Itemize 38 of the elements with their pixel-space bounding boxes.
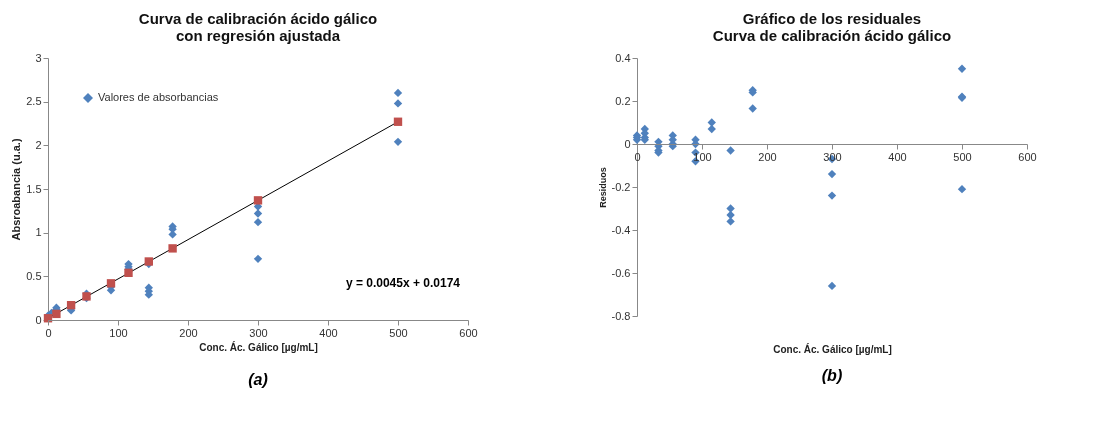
x-tick-label: 500 (953, 150, 972, 163)
x-tick-label: 600 (459, 326, 478, 339)
y-tick-label: 1 (35, 226, 42, 239)
y-tick-label: 3 (35, 51, 42, 64)
y-tick-label: 2.5 (26, 95, 42, 108)
chart-title: Gráfico de los residuales Curva de calibración ácido gálico (712, 10, 952, 44)
text: (a) (248, 371, 268, 388)
chart-title: Curva de calibración ácido gálico con regresión ajustada (138, 10, 378, 44)
annotation: y = 0.0045x + 0.0174 (345, 276, 461, 291)
x-tick-label: 400 (319, 326, 338, 339)
y-tick-label: 0.4 (615, 51, 631, 64)
y-tick-label: 1.5 (26, 182, 42, 195)
y-tick-label: -0.2 (611, 180, 631, 193)
x-tick-label: 100 (693, 150, 712, 163)
x-tick-label: 0 (634, 150, 641, 163)
x-tick-label: 200 (179, 326, 198, 339)
x-tick-label: 0 (45, 326, 52, 339)
x-tick-label: 300 (823, 150, 842, 163)
y-tick-label: 2 (35, 138, 42, 151)
x-tick-label: 400 (888, 150, 907, 163)
legend-label: Valores de absorbancias (98, 91, 219, 103)
y-tick-label: -0.6 (611, 266, 631, 279)
x-tick-label: 300 (249, 326, 268, 339)
x-axis-title: Conc. Ác. Gálico [µg/mL] (773, 342, 892, 355)
text: (b) (821, 367, 843, 384)
y-tick-label: 0 (624, 137, 631, 150)
y-tick-label: 0.2 (615, 94, 631, 107)
x-tick-label: 200 (758, 150, 777, 163)
y-tick-label: 0.5 (26, 269, 42, 282)
y-tick-label: 0 (35, 313, 42, 326)
y-axis-title: Residuos (597, 167, 608, 208)
y-tick-label: -0.4 (611, 223, 631, 236)
y-tick-label: -0.8 (611, 309, 631, 322)
x-tick-label: 600 (1018, 150, 1037, 163)
x-tick-label: 500 (389, 326, 408, 339)
x-axis-title: Conc. Ác. Gálico [µg/mL] (199, 340, 318, 353)
x-tick-label: 100 (109, 326, 128, 339)
y-axis-title: Absroabancia (u.a.) (10, 138, 23, 241)
